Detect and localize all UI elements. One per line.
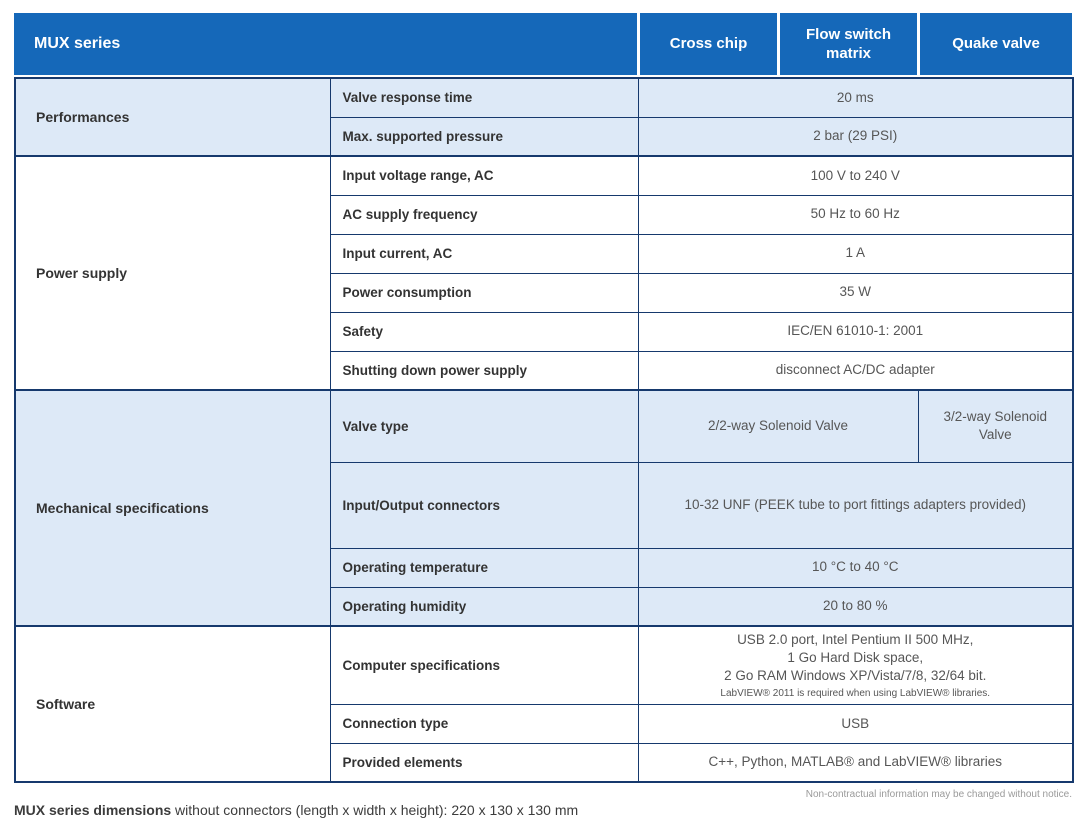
section-software: Software Computer specifications USB 2.0… — [14, 625, 1074, 783]
table-row: Power supply Input voltage range, AC 100… — [14, 155, 1074, 391]
table-row: Provided elements C++, Python, MATLAB® a… — [15, 742, 1074, 783]
spec-value: 35 W — [637, 272, 1074, 313]
disclaimer-text: Non-contractual information may be chang… — [805, 789, 1072, 801]
table-row: Input/Output connectors 10-32 UNF (PEEK … — [15, 461, 1074, 549]
spec-value-line: USB 2.0 port, Intel Pentium II 500 MHz, — [737, 632, 974, 647]
table-row: Power consumption 35 W — [15, 272, 1074, 313]
table-row: Max. supported pressure 2 bar (29 PSI) — [15, 116, 1074, 157]
spec-value: disconnect AC/DC adapter — [637, 350, 1074, 391]
spec-label: Connection type — [329, 703, 639, 744]
section-name: Mechanical specifications — [14, 389, 331, 627]
spec-label: AC supply frequency — [329, 194, 639, 235]
column-header-quake-valve: Quake valve — [920, 13, 1072, 75]
spec-value-line: 1 Go Hard Disk space, — [787, 650, 924, 666]
spec-label: Valve type — [329, 389, 639, 463]
page-footer: Non-contractual information may be chang… — [14, 789, 1072, 818]
spec-value: 20 ms — [637, 77, 1074, 118]
spec-value: C++, Python, MATLAB® and LabVIEW® librar… — [637, 742, 1074, 783]
spec-label: Operating temperature — [329, 547, 639, 588]
section-name: Performances — [14, 77, 331, 157]
table-row: Shutting down power supply disconnect AC… — [15, 350, 1074, 391]
table-row: Connection type USB — [15, 703, 1074, 744]
table-row: Input current, AC 1 A — [15, 233, 1074, 274]
section-name: Software — [14, 625, 331, 783]
column-header-cross-chip: Cross chip — [640, 13, 777, 75]
spec-label: Input current, AC — [329, 233, 639, 274]
spec-label: Computer specifications — [329, 625, 639, 705]
spec-label: Power consumption — [329, 272, 639, 313]
spec-table: Performances Valve response time 20 ms M… — [14, 77, 1074, 784]
table-row: Mechanical specifications Valve type 2/2… — [14, 389, 1074, 627]
spec-label: Provided elements — [329, 742, 639, 783]
dimensions-value: without connectors (length x width x hei… — [171, 802, 579, 819]
spec-value-quake: 3/2-way Solenoid Valve — [917, 389, 1074, 463]
table-row: Software Computer specifications USB 2.0… — [14, 625, 1074, 783]
table-title: MUX series — [14, 13, 637, 75]
spec-value: 20 to 80 % — [637, 586, 1074, 627]
table-row: Operating temperature 10 °C to 40 °C — [15, 547, 1074, 588]
spec-label: Valve response time — [329, 77, 639, 118]
spec-value: IEC/EN 61010-1: 2001 — [637, 311, 1074, 352]
spec-label: Max. supported pressure — [329, 116, 639, 157]
spec-label: Input voltage range, AC — [329, 155, 639, 196]
table-row: Performances Valve response time 20 ms — [14, 77, 1074, 157]
spec-value-line: 2 Go RAM Windows XP/Vista/7/8, 32/64 bit… — [724, 668, 987, 684]
spec-value: 10-32 UNF (PEEK tube to port fittings ad… — [637, 461, 1074, 549]
spec-value: 50 Hz to 60 Hz — [637, 194, 1074, 235]
spec-value-note: LabVIEW® 2011 is required when using Lab… — [720, 687, 991, 699]
spec-label: Input/Output connectors — [329, 461, 639, 549]
spec-value-computer: USB 2.0 port, Intel Pentium II 500 MHz, … — [637, 625, 1074, 705]
table-row: AC supply frequency 50 Hz to 60 Hz — [15, 194, 1074, 235]
section-name: Power supply — [14, 155, 331, 391]
section-mechanical-specifications: Mechanical specifications Valve type 2/2… — [14, 389, 1074, 627]
spec-value: 100 V to 240 V — [637, 155, 1074, 196]
section-power-supply: Power supply Input voltage range, AC 100… — [14, 155, 1074, 391]
spec-label: Safety — [329, 311, 639, 352]
dimensions-label: MUX series dimensions — [14, 802, 172, 819]
spec-label: Shutting down power supply — [329, 350, 639, 391]
section-performances: Performances Valve response time 20 ms M… — [14, 77, 1074, 157]
table-header: MUX series Cross chip Flow switch matrix… — [14, 13, 1073, 75]
dimensions-text: MUX series dimensions without connectors… — [14, 802, 1072, 818]
table-row: Safety IEC/EN 61010-1: 2001 — [15, 311, 1074, 352]
spec-value: 2 bar (29 PSI) — [637, 116, 1074, 157]
spec-value: USB — [637, 703, 1074, 744]
spec-value-cross-flow: 2/2-way Solenoid Valve — [637, 389, 919, 463]
table-row: Operating humidity 20 to 80 % — [15, 586, 1074, 627]
spec-label: Operating humidity — [329, 586, 639, 627]
column-header-flow-switch-matrix: Flow switch matrix — [780, 13, 917, 75]
spec-value: 1 A — [637, 233, 1074, 274]
spec-value: 10 °C to 40 °C — [637, 547, 1074, 588]
